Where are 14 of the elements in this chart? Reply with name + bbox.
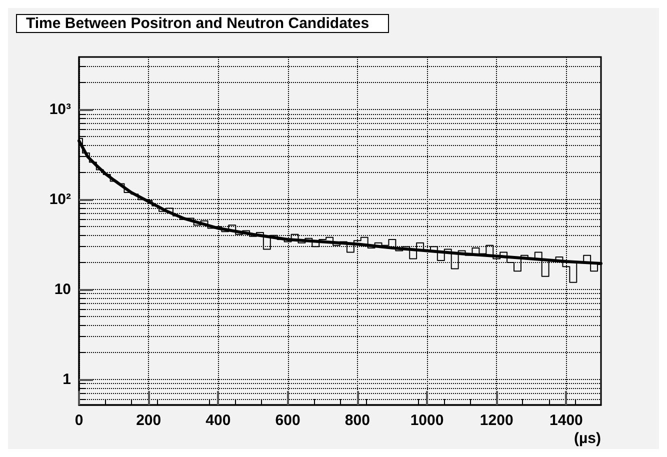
x-tick-label: 800	[344, 412, 370, 429]
x-tick-label: 400	[206, 412, 231, 429]
x-tick-label: 1200	[480, 412, 514, 429]
x-tick-label: 1000	[410, 412, 444, 429]
y-tick-label: 10³	[49, 101, 71, 118]
x-tick-label: 1400	[550, 412, 583, 429]
y-tick-label: 10²	[49, 191, 71, 208]
y-tick-label: 1	[62, 370, 71, 388]
x-tick-label: 600	[275, 412, 300, 429]
chart-title: Time Between Positron and Neutron Candidates	[26, 15, 370, 32]
x-tick-label: 200	[136, 412, 162, 429]
x-tick-label: 0	[74, 412, 84, 429]
y-tick-label: 10	[54, 281, 71, 298]
x-axis-title: (µs)	[574, 430, 601, 447]
